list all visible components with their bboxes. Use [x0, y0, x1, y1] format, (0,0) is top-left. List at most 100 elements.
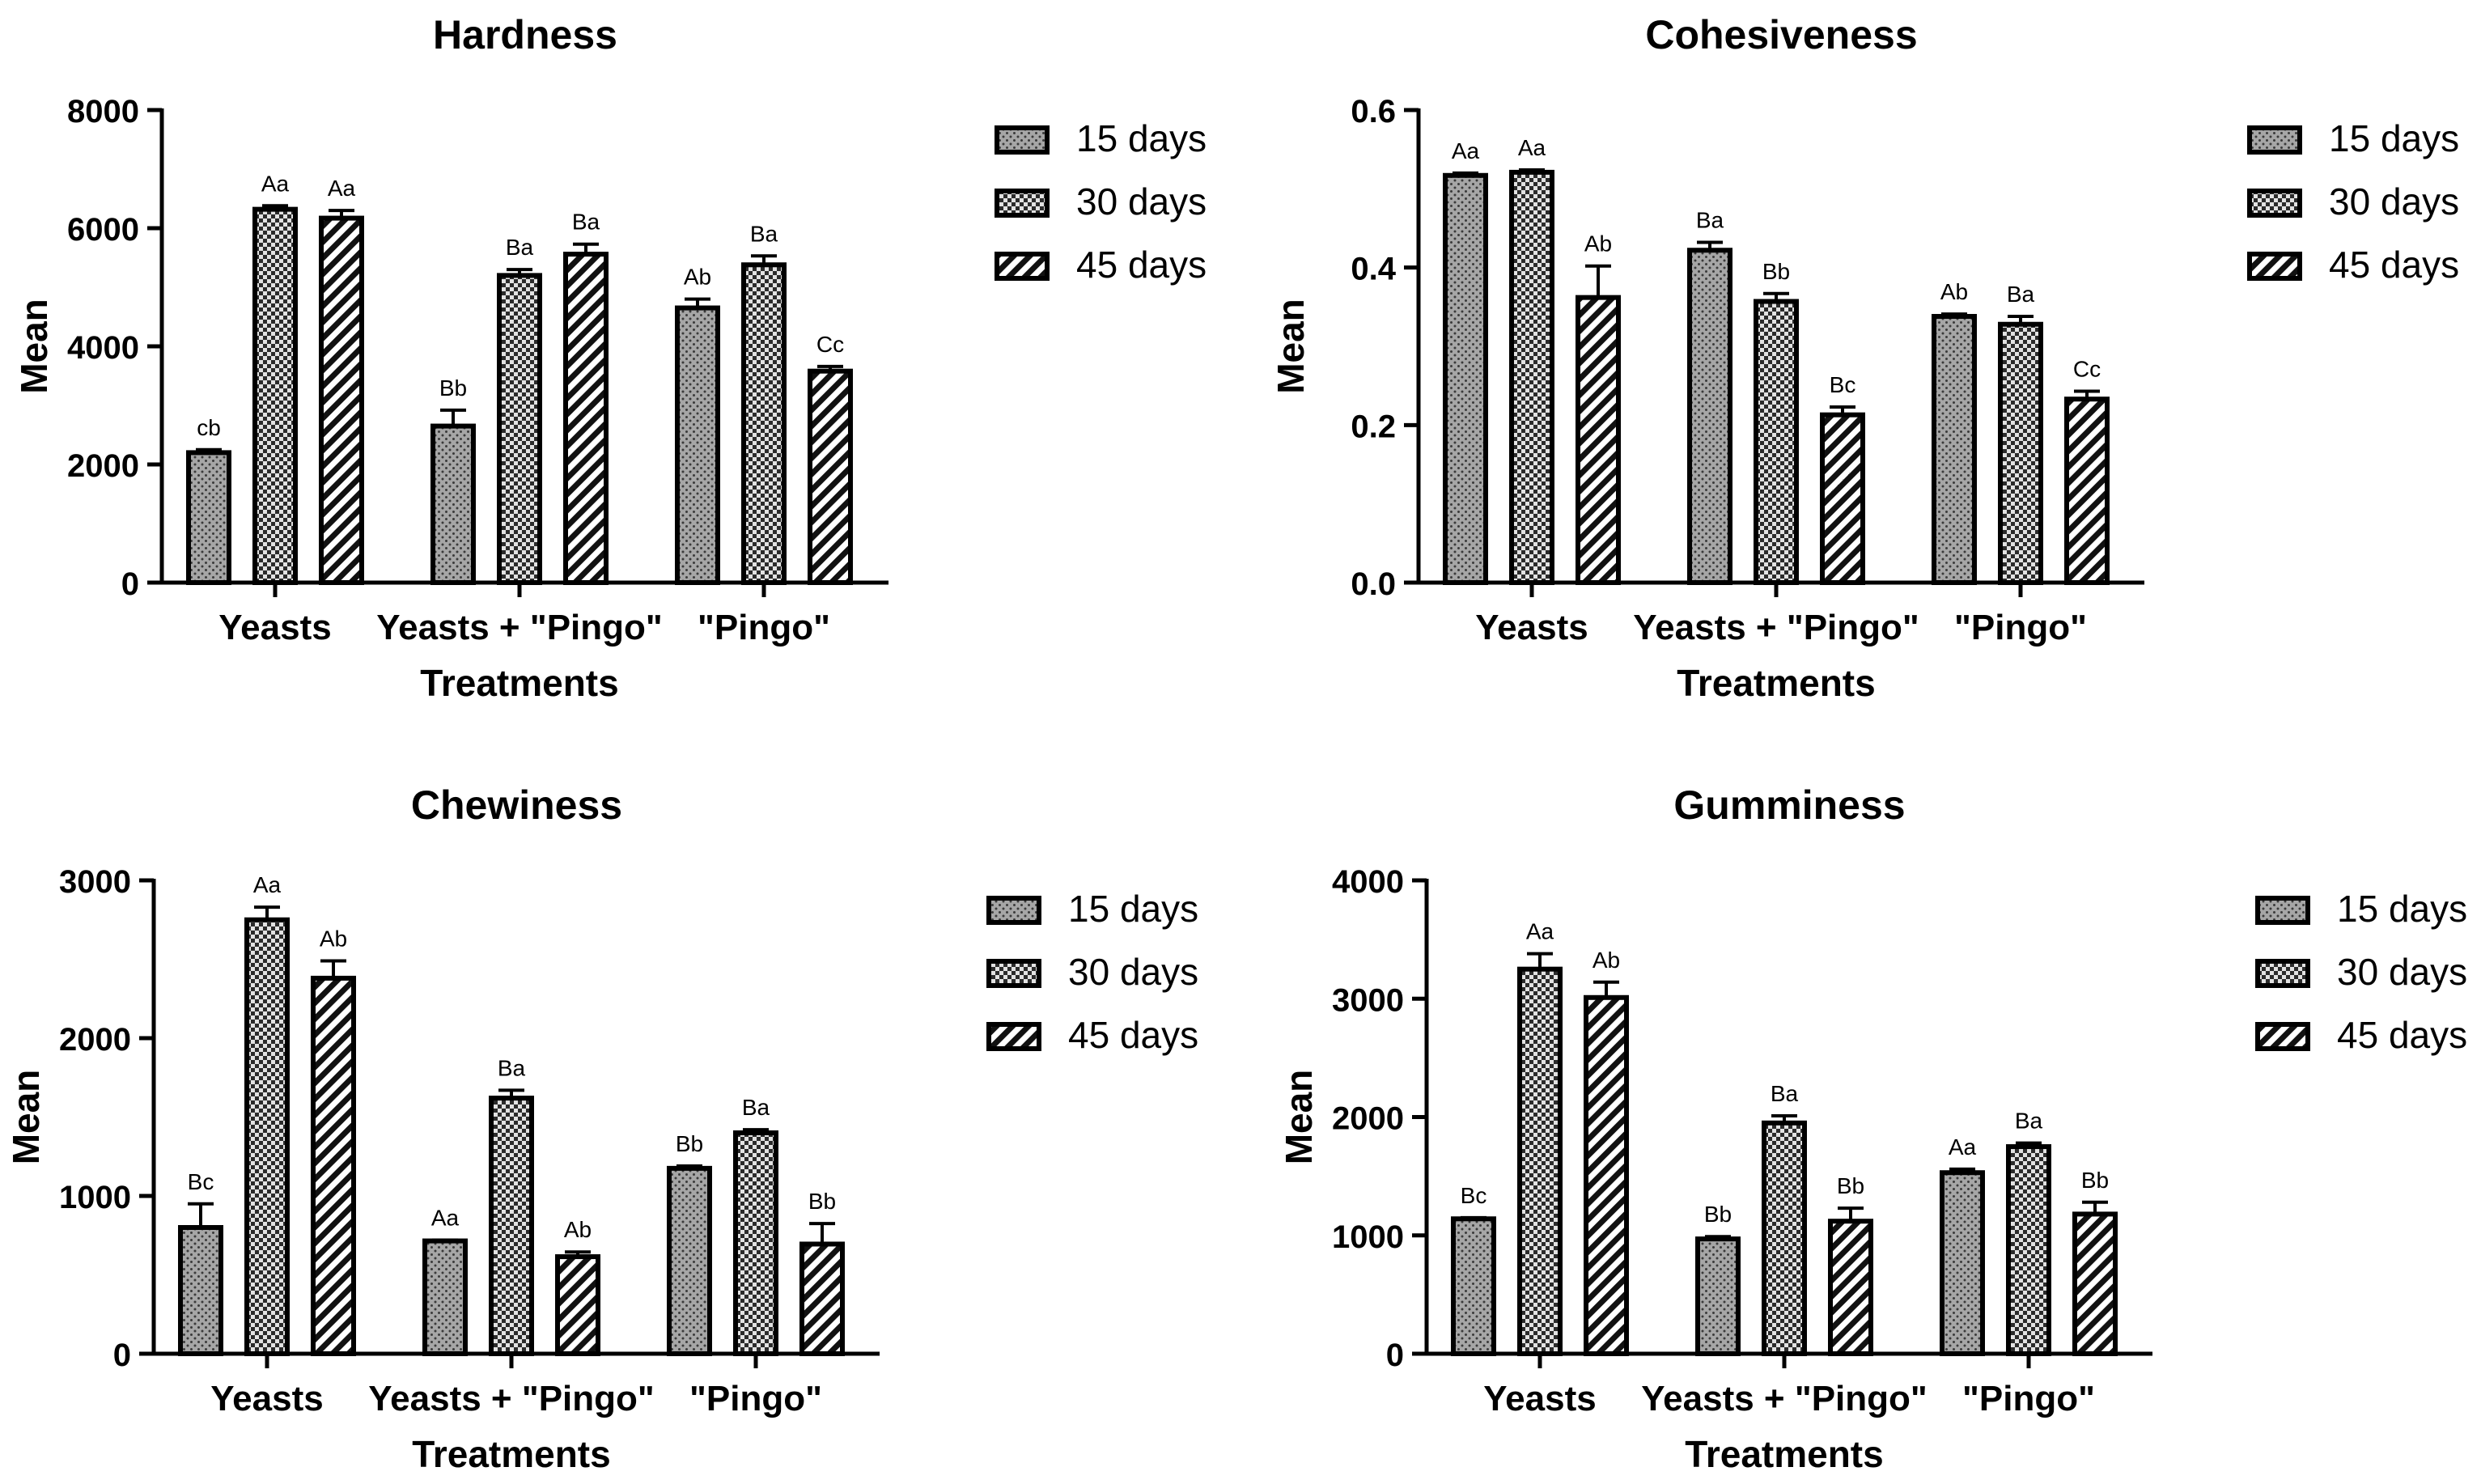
x-tick-label: Yeasts — [1475, 608, 1588, 647]
chart-title: Cohesiveness — [1645, 12, 1917, 57]
x-tick-label: Yeasts — [218, 608, 331, 647]
y-tick-label: 0 — [113, 1338, 131, 1373]
legend-label: 30 days — [2337, 951, 2467, 993]
x-tick-label: Yeasts + "Pingo" — [376, 608, 663, 647]
legend-swatch — [995, 252, 1050, 281]
legend-swatch — [995, 189, 1050, 218]
bar-label: Ab — [320, 926, 347, 951]
bar-label: Ba — [1696, 208, 1724, 233]
y-tick-label: 2000 — [1332, 1101, 1404, 1137]
bar — [1828, 1219, 1873, 1356]
bar-label: Bb — [808, 1189, 836, 1214]
bar — [1932, 314, 1977, 585]
bar-label: Aa — [1452, 138, 1480, 163]
bar-label: Bb — [1704, 1202, 1732, 1227]
y-axis-label: Mean — [1278, 1070, 1320, 1165]
bar — [178, 1225, 223, 1356]
y-tick-label: 6000 — [67, 212, 139, 248]
bar-label: Ba — [2015, 1109, 2043, 1134]
bar — [430, 423, 476, 585]
y-tick-label: 4000 — [67, 330, 139, 366]
bar-label: Bb — [1837, 1173, 1864, 1198]
bar — [555, 1254, 600, 1356]
bar — [489, 1096, 534, 1356]
bar — [244, 917, 290, 1356]
bar-label: Ba — [506, 235, 534, 260]
bar — [1584, 994, 1629, 1356]
legend-label: 15 days — [1068, 888, 1198, 930]
y-tick-label: 1000 — [59, 1180, 131, 1215]
x-axis-label: Treatments — [1677, 662, 1875, 704]
y-tick-label: 2000 — [59, 1022, 131, 1058]
y-axis-label: Mean — [13, 299, 55, 394]
legend-label: 45 days — [1076, 244, 1207, 286]
bar-label: Bc — [1830, 372, 1856, 397]
x-tick-label: Yeasts + "Pingo" — [368, 1379, 655, 1418]
bar-label: Bb — [676, 1131, 703, 1156]
bar — [799, 1241, 845, 1356]
y-tick-label: 3000 — [59, 864, 131, 900]
legend-swatch — [2247, 189, 2302, 218]
bar — [2072, 1211, 2118, 1357]
chart-title: Gumminess — [1673, 782, 1905, 828]
y-axis-label: Mean — [5, 1070, 47, 1165]
bar — [741, 262, 787, 585]
bar — [497, 273, 542, 585]
bar — [186, 450, 231, 586]
bar — [1754, 299, 1799, 585]
y-tick-label: 0 — [1386, 1338, 1404, 1373]
legend-label: 15 days — [1076, 117, 1207, 159]
legend-swatch — [2247, 125, 2302, 155]
bar — [1517, 966, 1563, 1356]
x-axis-label: Treatments — [1685, 1433, 1883, 1475]
bar-label: cb — [197, 415, 221, 440]
y-tick-label: 3000 — [1332, 982, 1404, 1018]
chart-title: Chewiness — [411, 782, 622, 828]
legend-label: 15 days — [2337, 888, 2467, 930]
x-tick-label: "Pingo" — [698, 608, 830, 647]
bar-label: Ba — [572, 210, 600, 235]
y-tick-label: 0.2 — [1351, 409, 1396, 444]
bar — [1576, 295, 1621, 585]
legend-label: 30 days — [2329, 180, 2459, 223]
x-axis-label: Treatments — [412, 1433, 610, 1475]
bar-label: Ba — [1771, 1081, 1799, 1106]
y-tick-label: 4000 — [1332, 864, 1404, 900]
bar-label: Aa — [1526, 919, 1554, 944]
x-tick-label: Yeasts + "Pingo" — [1633, 608, 1919, 647]
legend-label: 30 days — [1068, 951, 1198, 993]
bar — [1451, 1216, 1496, 1357]
bar — [808, 368, 853, 585]
bar-label: Ab — [684, 265, 711, 290]
legend-swatch — [986, 959, 1041, 988]
y-axis-label: Mean — [1270, 299, 1312, 394]
bar — [563, 252, 609, 585]
y-tick-label: 0.4 — [1351, 252, 1396, 287]
bar-label: Ba — [742, 1095, 770, 1120]
y-tick-label: 8000 — [67, 94, 139, 129]
legend-swatch — [995, 125, 1050, 155]
bar-label: Ab — [564, 1217, 592, 1242]
x-tick-label: Yeasts — [210, 1379, 323, 1418]
bar — [319, 215, 364, 585]
bar-label: Aa — [1949, 1134, 1977, 1160]
bar-label: Cc — [2073, 356, 2101, 381]
bar — [1443, 172, 1488, 586]
legend-swatch — [2255, 1022, 2310, 1051]
x-axis-label: Treatments — [420, 662, 618, 704]
y-tick-label: 0.0 — [1351, 566, 1396, 602]
bar — [1687, 248, 1732, 585]
bar-label: Aa — [1518, 135, 1546, 160]
legend-label: 45 days — [2337, 1014, 2467, 1056]
bar-label: Aa — [261, 171, 290, 196]
x-tick-label: "Pingo" — [1962, 1379, 2095, 1418]
bar-label: Aa — [253, 872, 282, 897]
legend-swatch — [986, 1022, 1041, 1051]
x-tick-label: Yeasts + "Pingo" — [1641, 1379, 1928, 1418]
bar-label: Bc — [188, 1169, 214, 1194]
bar — [1820, 412, 1865, 585]
legend-label: 30 days — [1076, 180, 1207, 223]
x-tick-label: Yeasts — [1483, 1379, 1596, 1418]
bar-label: Bc — [1461, 1183, 1487, 1208]
